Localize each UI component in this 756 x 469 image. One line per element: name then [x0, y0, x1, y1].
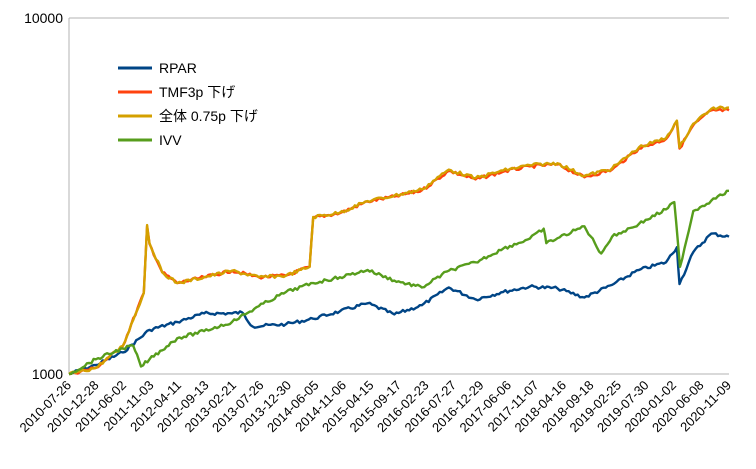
series-line-2 — [68, 105, 730, 375]
y-tick-label: 10000 — [24, 10, 63, 26]
legend-label-1: TMF3p 下げ — [159, 84, 235, 100]
y-tick-label: 1000 — [32, 366, 63, 382]
series-line-0 — [68, 232, 730, 376]
legend-label-0: RPAR — [159, 60, 197, 76]
legend-label-3: IVV — [159, 132, 182, 148]
series-line-3 — [68, 189, 729, 376]
legend-label-2: 全体 0.75p 下げ — [159, 108, 258, 124]
